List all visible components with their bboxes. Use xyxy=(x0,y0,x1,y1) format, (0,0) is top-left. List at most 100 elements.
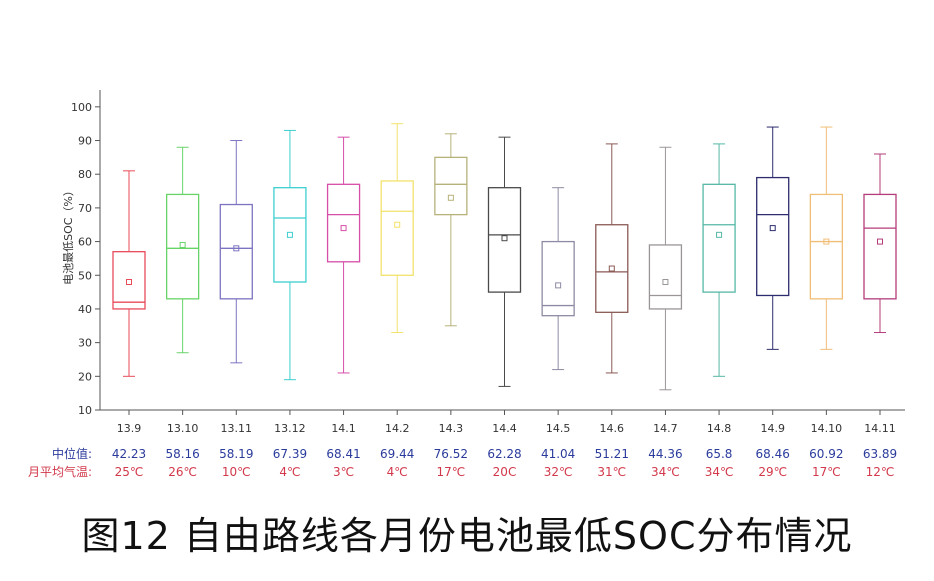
box-14.4 xyxy=(487,136,522,387)
box-series xyxy=(112,123,897,391)
temperature-value: 3℃ xyxy=(333,465,354,479)
median-value: 69.44 xyxy=(380,447,414,461)
median-value: 42.23 xyxy=(112,447,146,461)
x-tick-label: 14.4 xyxy=(492,422,517,435)
x-tick-label: 14.2 xyxy=(385,422,410,435)
x-tick-label: 13.10 xyxy=(167,422,199,435)
mean-marker xyxy=(608,265,615,272)
y-tick-label: 30 xyxy=(78,337,92,350)
temperature-value: 10℃ xyxy=(222,465,251,479)
iqr-box xyxy=(595,224,629,313)
box-13.9 xyxy=(112,170,146,377)
mean-marker xyxy=(233,245,240,252)
temperature-value: 34℃ xyxy=(705,465,734,479)
median-value: 67.39 xyxy=(273,447,307,461)
x-tick-label: 14.8 xyxy=(707,422,732,435)
mean-marker xyxy=(501,235,508,242)
box-13.11 xyxy=(219,140,253,364)
y-tick-label: 80 xyxy=(78,168,92,181)
x-tick-label: 14.7 xyxy=(653,422,678,435)
value-table: 42.23 58.16 58.19 67.39 68.41 69.44 76.52 62.28… xyxy=(112,447,897,479)
iqr-box xyxy=(809,193,844,300)
iqr-box xyxy=(434,156,468,216)
x-tick-label: 13.9 xyxy=(117,422,142,435)
temperature-value: 32℃ xyxy=(544,465,573,479)
mean-marker xyxy=(394,221,401,228)
box-13.10 xyxy=(165,146,200,354)
mean-marker xyxy=(286,231,293,238)
median-value: 65.8 xyxy=(706,447,733,461)
median-value: 68.41 xyxy=(326,447,360,461)
median-value: 58.16 xyxy=(165,447,199,461)
box-14.5 xyxy=(541,187,575,371)
y-axis: 10 20 30 40 50 60 70 80 90 100 xyxy=(71,90,101,417)
median-value: 44.36 xyxy=(648,447,682,461)
median-value: 41.04 xyxy=(541,447,575,461)
y-tick-label: 100 xyxy=(71,101,92,114)
iqr-box xyxy=(273,187,307,283)
y-tick-label: 10 xyxy=(78,404,92,417)
iqr-box xyxy=(648,244,683,310)
median-value: 62.28 xyxy=(487,447,521,461)
iqr-box xyxy=(702,183,736,293)
mean-marker xyxy=(340,225,347,232)
iqr-box xyxy=(165,193,200,300)
box-14.3 xyxy=(434,133,468,327)
x-tick-label: 14.10 xyxy=(811,422,843,435)
temperature-value: 25℃ xyxy=(115,465,144,479)
mean-marker xyxy=(179,241,186,248)
mean-marker xyxy=(126,279,132,285)
mean-marker xyxy=(877,238,883,245)
mean-marker xyxy=(662,279,669,285)
temperature-row-label: 月平均气温: xyxy=(28,464,92,479)
y-tick-label: 50 xyxy=(78,269,92,282)
iqr-box xyxy=(541,240,575,317)
box-14.1 xyxy=(326,136,361,374)
box-14.9 xyxy=(756,126,790,350)
mean-marker xyxy=(447,194,454,201)
temperature-value: 12℃ xyxy=(866,465,895,479)
temperature-value: 26℃ xyxy=(168,465,197,479)
box-14.2 xyxy=(380,123,414,334)
temperature-value: 20C xyxy=(493,465,517,479)
x-tick-label: 13.11 xyxy=(221,422,253,435)
box-plot-chart: 10 20 30 40 50 60 70 80 90 100 13.9 13.10 13.11 13.1… xyxy=(28,90,905,479)
iqr-box xyxy=(487,187,522,293)
median-value: 60.92 xyxy=(809,447,843,461)
mean-marker xyxy=(769,225,776,232)
x-tick-label: 14.3 xyxy=(439,422,464,435)
y-tick-label: 60 xyxy=(78,236,92,249)
x-axis: 13.9 13.10 13.11 13.12 14.1 14.2 14.3 14.4 14.5 1… xyxy=(100,409,905,435)
iqr-box xyxy=(219,203,253,300)
box-13.12 xyxy=(273,129,307,381)
iqr-box xyxy=(863,193,897,300)
temperature-value: 4℃ xyxy=(387,465,408,479)
median-row-label: 中位值: xyxy=(52,446,92,461)
y-axis-label: 电池最低SOC（%） xyxy=(62,185,75,285)
temperature-value: 29℃ xyxy=(758,465,787,479)
x-tick-label: 14.1 xyxy=(331,422,356,435)
y-tick-label: 40 xyxy=(78,303,92,316)
x-tick-label: 14.5 xyxy=(546,422,571,435)
y-tick-label: 20 xyxy=(78,370,92,383)
temperature-value: 17℃ xyxy=(812,465,841,479)
median-value: 68.46 xyxy=(756,447,790,461)
iqr-box xyxy=(380,180,414,276)
mean-marker xyxy=(716,231,723,238)
iqr-box xyxy=(326,183,361,263)
median-value: 76.52 xyxy=(434,447,468,461)
median-value: 58.19 xyxy=(219,447,253,461)
mean-marker xyxy=(555,282,562,289)
iqr-box xyxy=(112,251,146,310)
y-tick-label: 90 xyxy=(78,135,92,148)
box-14.8 xyxy=(702,143,736,377)
temperature-value: 4℃ xyxy=(279,465,300,479)
figure-caption: 图12 自由路线各月份电池最低SOC分布情况 xyxy=(81,514,853,558)
x-tick-label: 14.6 xyxy=(600,422,625,435)
median-value: 63.89 xyxy=(863,447,897,461)
temperature-value: 17℃ xyxy=(436,465,465,479)
box-14.11 xyxy=(863,153,897,334)
x-tick-label: 14.11 xyxy=(864,422,896,435)
box-14.6 xyxy=(595,143,629,374)
mean-marker xyxy=(823,238,830,245)
